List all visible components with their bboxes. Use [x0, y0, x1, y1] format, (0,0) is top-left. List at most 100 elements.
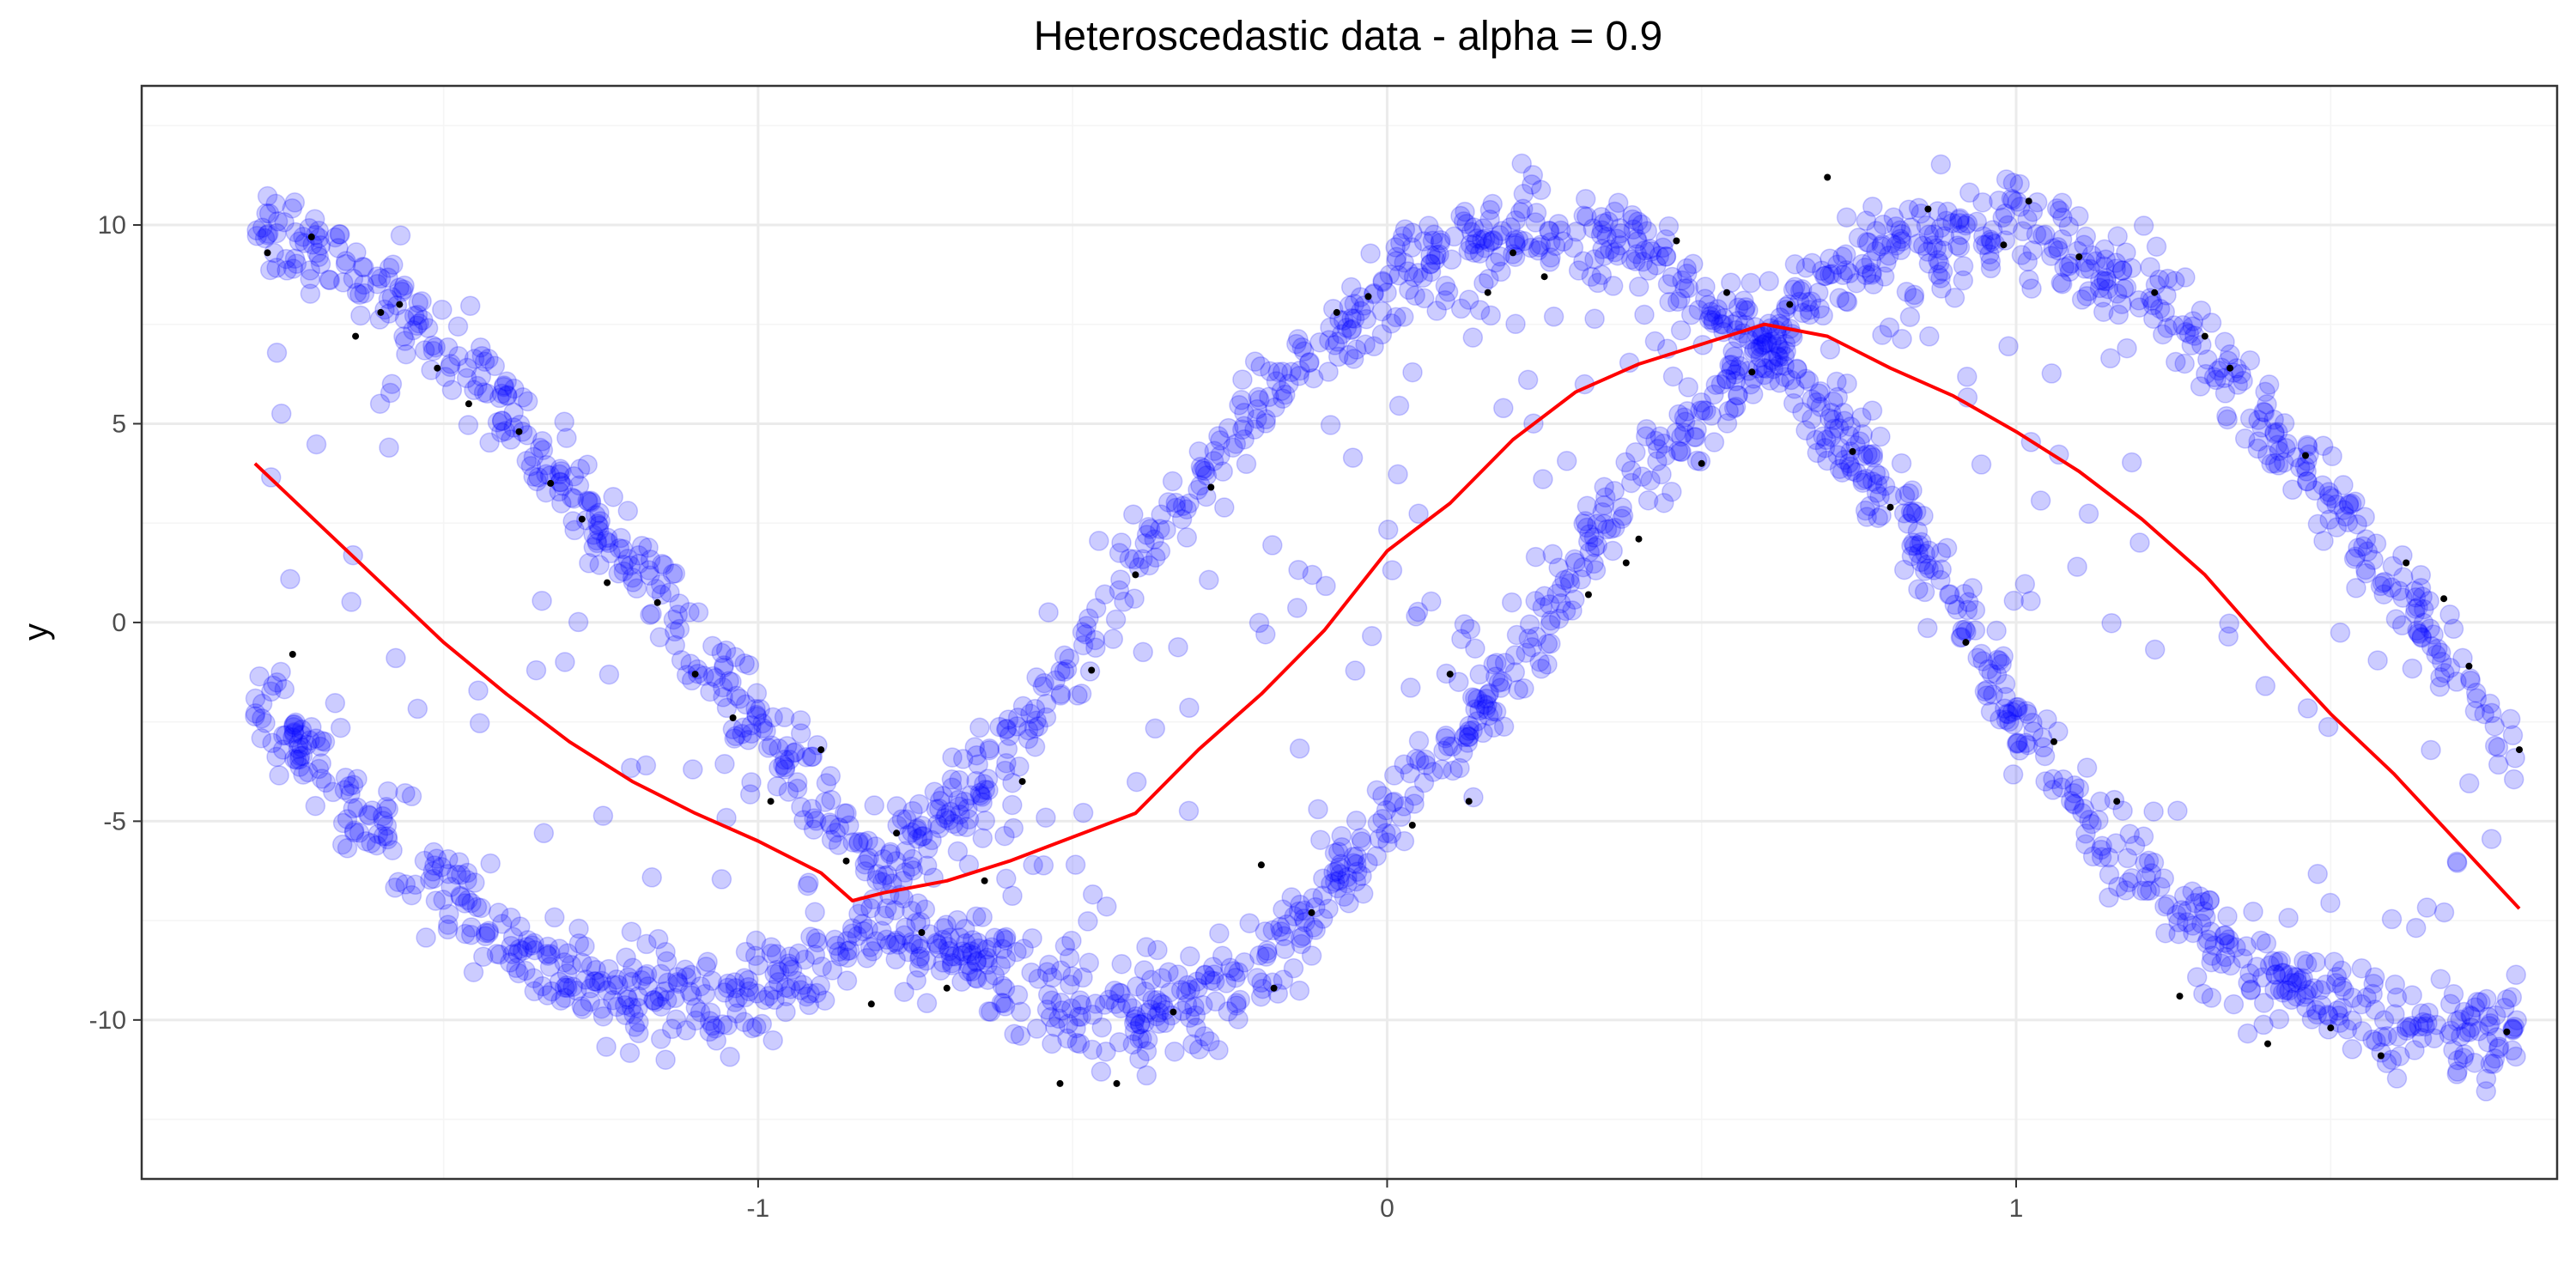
scatter-point [1537, 634, 1558, 654]
scatter-point [2184, 892, 2206, 914]
scatter-point [1577, 532, 1599, 552]
scatter-point [1514, 678, 1534, 699]
scatter-point [2481, 829, 2502, 849]
scatter-point [1621, 460, 1642, 481]
scatter-point [776, 736, 798, 756]
scatter-point [254, 228, 276, 249]
scatter-point [1089, 531, 1109, 551]
scatter-point [942, 777, 963, 799]
scatter-point [811, 957, 832, 977]
scatter-point [961, 941, 981, 962]
scatter-point [2264, 453, 2286, 474]
scatter-point [1986, 665, 2008, 685]
scatter-point [1700, 301, 1722, 322]
scatter-point [1255, 623, 1276, 645]
scatter-point [572, 999, 593, 1019]
scatter-point [717, 1015, 738, 1036]
scatter-point [1817, 450, 1838, 471]
scatter-point [769, 738, 789, 759]
scatter-point [2217, 409, 2238, 430]
scatter-point [358, 804, 379, 825]
scatter-point [571, 996, 592, 1017]
scatter-point [2390, 1046, 2410, 1066]
scatter-point [1145, 547, 1166, 568]
scatter-point [1281, 887, 1302, 908]
scatter-point [539, 957, 561, 977]
scatter-point [1279, 374, 1299, 394]
scatter-point [2113, 278, 2135, 300]
scatter-point [2409, 623, 2430, 645]
scatter-point [2446, 1064, 2468, 1084]
scatter-point [2341, 493, 2362, 514]
scatter-point [1129, 1014, 1151, 1035]
scatter-point [2255, 381, 2275, 403]
scatter-point [1140, 969, 1162, 991]
scatter-point [2133, 216, 2154, 236]
scatter-point [799, 994, 820, 1016]
scatter-point [1273, 388, 1293, 409]
scatter-point [1210, 430, 1230, 451]
scatter-point [1666, 422, 1686, 443]
scatter-point [1194, 964, 1216, 986]
scatter-point [1827, 445, 1848, 465]
scatter-point [947, 841, 969, 862]
scatter-point [1386, 246, 1407, 268]
scatter-point [1670, 441, 1691, 462]
scatter-point [1346, 871, 1367, 892]
scatter-point [1620, 249, 1642, 270]
scatter-point [1957, 213, 1978, 234]
scatter-point [1918, 224, 1940, 245]
scatter-point [1159, 981, 1181, 1003]
scatter-point [1168, 964, 1188, 985]
scatter-point [352, 257, 374, 277]
scatter-point [454, 893, 476, 914]
scatter-point [549, 481, 569, 502]
scatter-point [1571, 568, 1592, 590]
data-marker [653, 598, 661, 606]
scatter-point [450, 886, 471, 908]
scatter-point [2267, 422, 2288, 442]
scatter-point [2010, 197, 2031, 217]
scatter-point [1890, 220, 1911, 241]
scatter-point [561, 955, 582, 975]
scatter-point [1714, 307, 1735, 329]
scatter-point [1054, 936, 1076, 957]
scatter-point [1343, 846, 1364, 867]
scatter-point [1508, 679, 1528, 701]
scatter-point [2373, 1010, 2395, 1030]
scatter-point [1623, 219, 1644, 240]
scatter-point [2048, 240, 2069, 261]
scatter-point [669, 593, 690, 614]
scatter-point [440, 877, 461, 897]
scatter-point [1637, 221, 1658, 242]
scatter-point [532, 590, 552, 611]
scatter-point [2192, 891, 2214, 913]
scatter-point [1607, 192, 1629, 213]
scatter-point [1231, 390, 1252, 410]
scatter-point [470, 337, 491, 358]
scatter-point [1059, 947, 1080, 969]
scatter-point [746, 1017, 767, 1037]
scatter-point [1965, 620, 1986, 641]
scatter-point [1865, 463, 1886, 483]
scatter-point [1388, 464, 1408, 485]
scatter-point [1247, 968, 1267, 988]
scatter-point [1855, 500, 1876, 521]
scatter-point [1188, 441, 1210, 462]
scatter-point [1018, 720, 1039, 741]
scatter-point [979, 739, 1000, 761]
scatter-point [1584, 308, 1605, 330]
scatter-point [1066, 1032, 1088, 1054]
scatter-point [1656, 445, 1676, 466]
scatter-point [1150, 519, 1170, 539]
scatter-point [1271, 921, 1291, 942]
scatter-point [1971, 454, 1992, 475]
scatter-point [649, 987, 670, 1007]
scatter-point [1575, 511, 1595, 532]
scatter-point [993, 993, 1014, 1014]
scatter-point [416, 927, 436, 948]
data-marker [1622, 559, 1630, 567]
scatter-point [556, 428, 577, 448]
scatter-point [712, 1014, 733, 1035]
scatter-point [1458, 289, 1479, 310]
